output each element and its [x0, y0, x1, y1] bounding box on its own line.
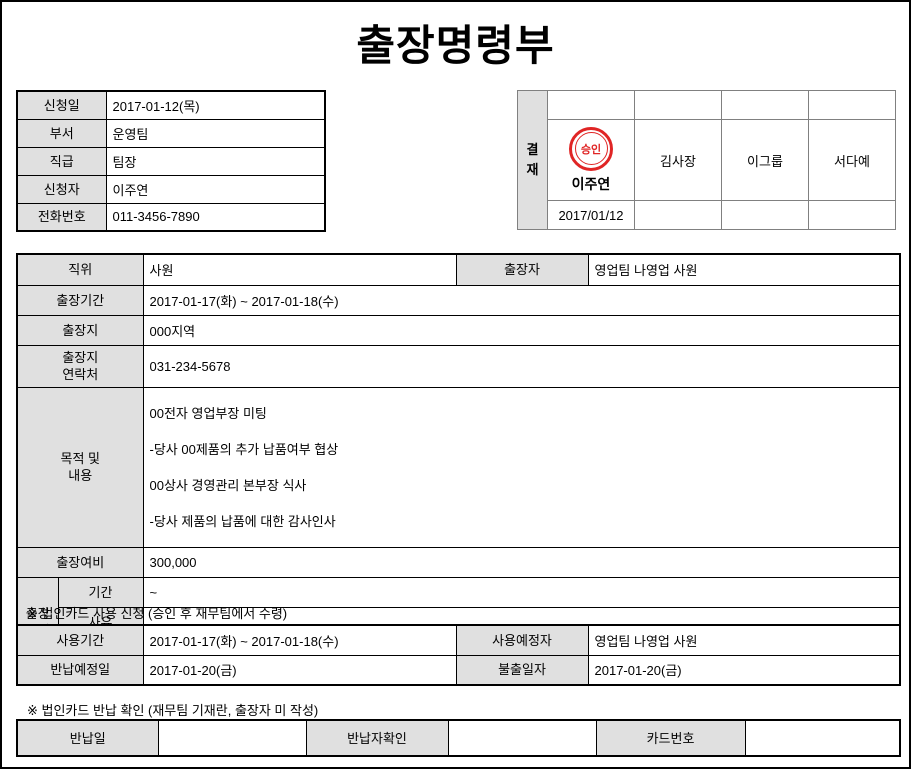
table-row: 결 재: [517, 90, 896, 230]
trip-expense-label: 출장여비: [16, 546, 144, 578]
trip-period-label: 출장기간: [16, 284, 144, 316]
traveler-position-value: 사원: [142, 253, 457, 286]
approver-cell: 서다예: [808, 119, 896, 201]
return-date-value: [157, 719, 307, 757]
approval-blank-cell: [547, 90, 635, 120]
approval-date-blank: [808, 200, 896, 230]
purpose-line: -당사 제품의 납품에 대한 감사인사: [149, 513, 336, 529]
card-number-value: [744, 719, 901, 757]
application-date-label: 신청일: [16, 90, 107, 120]
card-request-note: ※ 법인카드 사용 신청 (승인 후 재무팀에서 수령): [27, 606, 288, 621]
purpose-line: -당사 00제품의 추가 납품여부 협상: [149, 441, 339, 457]
approval-blank-cell: [634, 90, 722, 120]
card-return-due-label: 반납예정일: [16, 654, 144, 686]
card-user-value: 영업팀 나영업 사원: [587, 624, 901, 656]
application-date-value: 2017-01-12(목): [105, 90, 326, 120]
purpose-value: 00전자 영업부장 미팅 -당사 00제품의 추가 납품여부 협상 00상사 경…: [142, 386, 901, 548]
approval-blank-cell: [721, 90, 809, 120]
purpose-line: 00상사 경영관리 본부장 식사: [149, 477, 307, 493]
applicant-name-label: 신청자: [16, 174, 107, 204]
phone-label: 전화번호: [16, 202, 107, 232]
table-row: 2017/01/12: [518, 200, 896, 230]
trip-period-value: 2017-01-17(화) ~ 2017-01-18(수): [142, 284, 901, 316]
approval-table: 결 재 승인 이주연 김사장 이그룹 서다예 2017/01/12: [517, 90, 896, 230]
table-row: 출장기간 2017-01-17(화) ~ 2017-01-18(수): [16, 284, 901, 316]
table-row: 반납예정일 2017-01-20(금) 불출일자 2017-01-20(금): [16, 654, 901, 686]
approval-stamp-icon: 승인: [569, 126, 613, 171]
purpose-line: 00전자 영업부장 미팅: [149, 405, 267, 421]
approver-cell: 이그룹: [721, 119, 809, 201]
traveler-label: 출장자: [455, 253, 589, 286]
card-user-label: 사용예정자: [455, 624, 589, 656]
stamp-text: 승인: [580, 143, 602, 156]
traveler-value: 영업팀 나영업 사원: [587, 253, 901, 286]
position-value: 팀장: [105, 146, 326, 176]
phone-value: 011-3456-7890: [105, 202, 326, 232]
table-row: 직급 팀장: [16, 146, 326, 176]
purpose-label: 목적 및 내용: [16, 386, 144, 548]
returner-confirm-value: [447, 719, 597, 757]
applicant-info-table: 신청일 2017-01-12(목) 부서 운영팀 직급 팀장 신청자 이주연 전…: [16, 90, 326, 232]
destination-contact-value: 031-234-5678: [142, 344, 901, 388]
approver-name: 이주연: [571, 175, 611, 192]
department-label: 부서: [16, 118, 107, 148]
table-row: 반납일 반납자확인 카드번호: [16, 719, 901, 757]
approval-blank-cell: [808, 90, 896, 120]
table-row: 부서 운영팀: [16, 118, 326, 148]
trip-expense-value: 300,000: [142, 546, 901, 578]
card-return-note: ※ 법인카드 반납 확인 (재무팀 기재란, 출장자 미 작성): [27, 703, 319, 718]
card-request-table: 사용기간 2017-01-17(화) ~ 2017-01-18(수) 사용예정자…: [16, 624, 901, 686]
card-return-due-value: 2017-01-20(금): [142, 654, 457, 686]
approval-date: 2017/01/12: [547, 200, 635, 230]
table-row: 승인 이주연 김사장 이그룹 서다예: [518, 119, 896, 201]
table-row: 신청일 2017-01-12(목): [16, 90, 326, 120]
return-date-label: 반납일: [16, 719, 159, 757]
table-row: 출장지 000지역: [16, 314, 901, 346]
card-number-label: 카드번호: [595, 719, 746, 757]
table-row: 직위 사원 출장자 영업팀 나영업 사원: [16, 253, 901, 286]
applicant-name-value: 이주연: [105, 174, 326, 204]
traveler-position-label: 직위: [16, 253, 144, 286]
department-value: 운영팀: [105, 118, 326, 148]
returner-confirm-label: 반납자확인: [305, 719, 449, 757]
approval-date-blank: [634, 200, 722, 230]
card-issue-date-value: 2017-01-20(금): [587, 654, 901, 686]
approval-title: 결 재: [517, 90, 548, 230]
destination-label: 출장지: [16, 314, 144, 346]
table-row: 전화번호 011-3456-7890: [16, 202, 326, 232]
position-label: 직급: [16, 146, 107, 176]
destination-value: 000지역: [142, 314, 901, 346]
table-row: 신청자 이주연: [16, 174, 326, 204]
card-use-period-label: 사용기간: [16, 624, 144, 656]
table-row: 목적 및 내용 00전자 영업부장 미팅 -당사 00제품의 추가 납품여부 협…: [16, 386, 901, 548]
destination-contact-label: 출장지 연락처: [16, 344, 144, 388]
table-row: 사용기간 2017-01-17(화) ~ 2017-01-18(수) 사용예정자…: [16, 624, 901, 656]
approver-stamp-cell: 승인 이주연: [547, 119, 635, 201]
page-title: 출장명령부: [356, 22, 555, 69]
table-row: 출장지 연락처 031-234-5678: [16, 344, 901, 388]
card-use-period-value: 2017-01-17(화) ~ 2017-01-18(수): [142, 624, 457, 656]
card-return-table: 반납일 반납자확인 카드번호: [16, 719, 901, 757]
approver-cell: 김사장: [634, 119, 722, 201]
table-row: 출장여비 300,000: [16, 546, 901, 578]
card-issue-date-label: 불출일자: [455, 654, 589, 686]
approval-date-blank: [721, 200, 809, 230]
